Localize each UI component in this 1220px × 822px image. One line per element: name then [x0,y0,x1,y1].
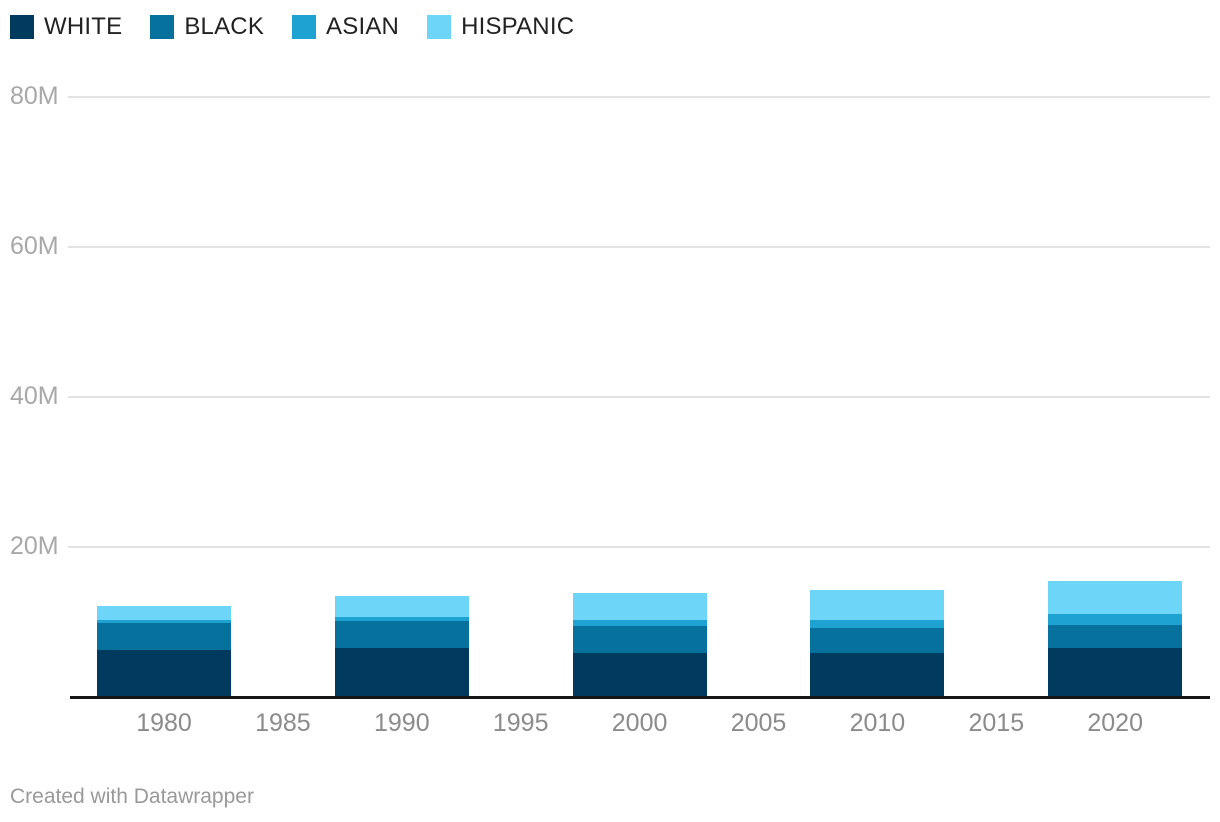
x-axis-tick-label: 1990 [373,709,430,737]
x-axis-tick-label: 2005 [730,709,787,737]
legend-swatch-icon [150,15,175,39]
bar-2020-asian [1048,613,1183,625]
x-axis-tick-label: 1980 [136,709,192,737]
bar-1980-hispanic [97,605,231,620]
bar-2000-asian [572,619,707,626]
x-axis-tick-label: 2010 [849,709,906,737]
attribution-text: Created with Datawrapper [10,785,254,808]
bar-1990-white [334,648,469,696]
gridline-20M [68,546,1210,548]
attribution: Created with Datawrapper [10,785,254,809]
bar-1990-black [334,621,469,648]
x-axis-tick-label: 2015 [968,709,1025,737]
x-axis-tick-label: 1995 [492,709,549,737]
gridline-80M [68,96,1210,98]
y-axis-tick-label: 20M [10,532,59,560]
x-axis-tick-label: 2000 [611,709,668,737]
bar-1990-asian [334,616,469,621]
gridline-60M [68,246,1210,248]
legend-item-asian: ASIAN [292,14,399,40]
bar-1990-hispanic [334,596,469,617]
bar-2010-black [810,627,945,653]
bar-2020-hispanic [1048,581,1183,614]
y-axis-tick-label: 40M [10,382,59,410]
bar-1980-white [97,649,231,696]
bar-2010-asian [810,619,945,628]
bar-1980-black [97,622,231,650]
legend-swatch-icon [10,15,34,39]
bar-2000-black [572,625,707,654]
bar-2020-white [1048,648,1183,696]
legend-label: HISPANIC [461,13,575,40]
bar-2010-hispanic [810,589,945,620]
legend-item-black: BLACK [150,14,264,40]
legend: WHITE BLACK ASIAN HISPANIC [10,14,574,40]
y-axis-tick-label: 80M [10,82,59,110]
legend-label: BLACK [184,13,265,40]
bar-2020-black [1048,624,1183,648]
legend-item-hispanic: HISPANIC [427,14,574,40]
x-axis-tick-label: 2020 [1087,709,1143,737]
x-axis-line [70,696,1210,699]
x-axis-tick-label: 1985 [255,709,311,737]
y-axis-tick-label: 60M [10,232,59,260]
legend-swatch-icon [292,15,317,39]
bar-2010-white [810,652,945,696]
legend-label: ASIAN [326,13,400,40]
bar-1980-asian [97,619,231,623]
bar-2000-white [572,653,707,696]
gridline-40M [68,396,1210,398]
legend-item-white: WHITE [10,14,122,40]
bar-2000-hispanic [572,592,707,620]
legend-swatch-icon [427,15,452,39]
legend-label: WHITE [44,13,123,40]
